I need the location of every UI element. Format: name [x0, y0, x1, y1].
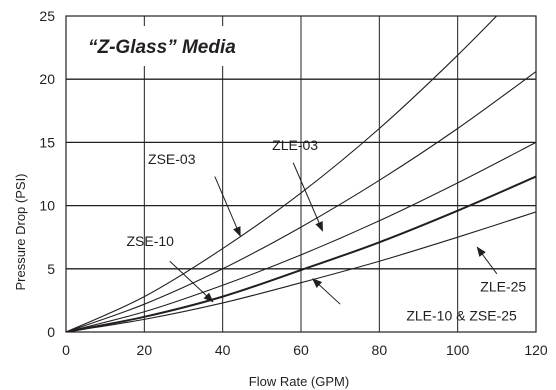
annotation-arrow-zle-10-and-zse-25: [312, 278, 341, 305]
annotation-arrow-zse-03: [214, 176, 241, 237]
x-axis-title: Flow Rate (GPM): [249, 374, 349, 389]
annotation-arrow-zse-10: [169, 260, 214, 303]
x-tick-label: 80: [372, 342, 388, 358]
series-lines: [66, 16, 536, 332]
annotation-arrow-zle-03: [292, 162, 324, 232]
y-tick-label: 5: [47, 261, 55, 277]
annotation-label-zle-25: ZLE-25: [480, 279, 526, 295]
x-tick-label: 0: [62, 342, 70, 358]
y-tick-label: 0: [47, 324, 55, 340]
annotation-arrow-zle-25: [476, 246, 498, 275]
x-tick-label: 60: [293, 342, 309, 358]
series-line-zle-25: [66, 211, 536, 332]
series-annotations: ZSE-03 ZLE-03 ZSE-10 ZLE-10 & ZSE-25 ZLE-25: [126, 137, 526, 324]
x-tick-label: 20: [137, 342, 153, 358]
chart-title-box: “Z-Glass” Media: [72, 26, 268, 66]
annotation-label-zle-03: ZLE-03: [272, 137, 318, 153]
x-tick-label: 100: [446, 342, 470, 358]
y-tick-label: 25: [39, 8, 55, 24]
y-tick-label: 10: [39, 198, 55, 214]
x-tick-label: 120: [524, 342, 548, 358]
series-line-zle-10-and-zse-25: [66, 175, 536, 332]
grid: [66, 16, 536, 332]
y-tick-label: 20: [39, 71, 55, 87]
tick-labels: 0 20 40 60 80 100 120 0 5 10 15 20 25: [39, 8, 547, 358]
annotation-label-zse-10: ZSE-10: [126, 233, 174, 249]
plot-frame: [65, 15, 537, 333]
chart-title: “Z-Glass” Media: [88, 37, 236, 58]
x-tick-label: 40: [215, 342, 231, 358]
y-axis-title: Pressure Drop (PSI): [13, 173, 28, 290]
series-line-zse-10: [66, 141, 536, 332]
y-tick-label: 15: [39, 134, 55, 150]
annotation-label-zse-03: ZSE-03: [148, 151, 196, 167]
series-line-zle-03: [66, 71, 536, 332]
annotation-label-zle-10-and-zse-25: ZLE-10 & ZSE-25: [406, 308, 517, 324]
